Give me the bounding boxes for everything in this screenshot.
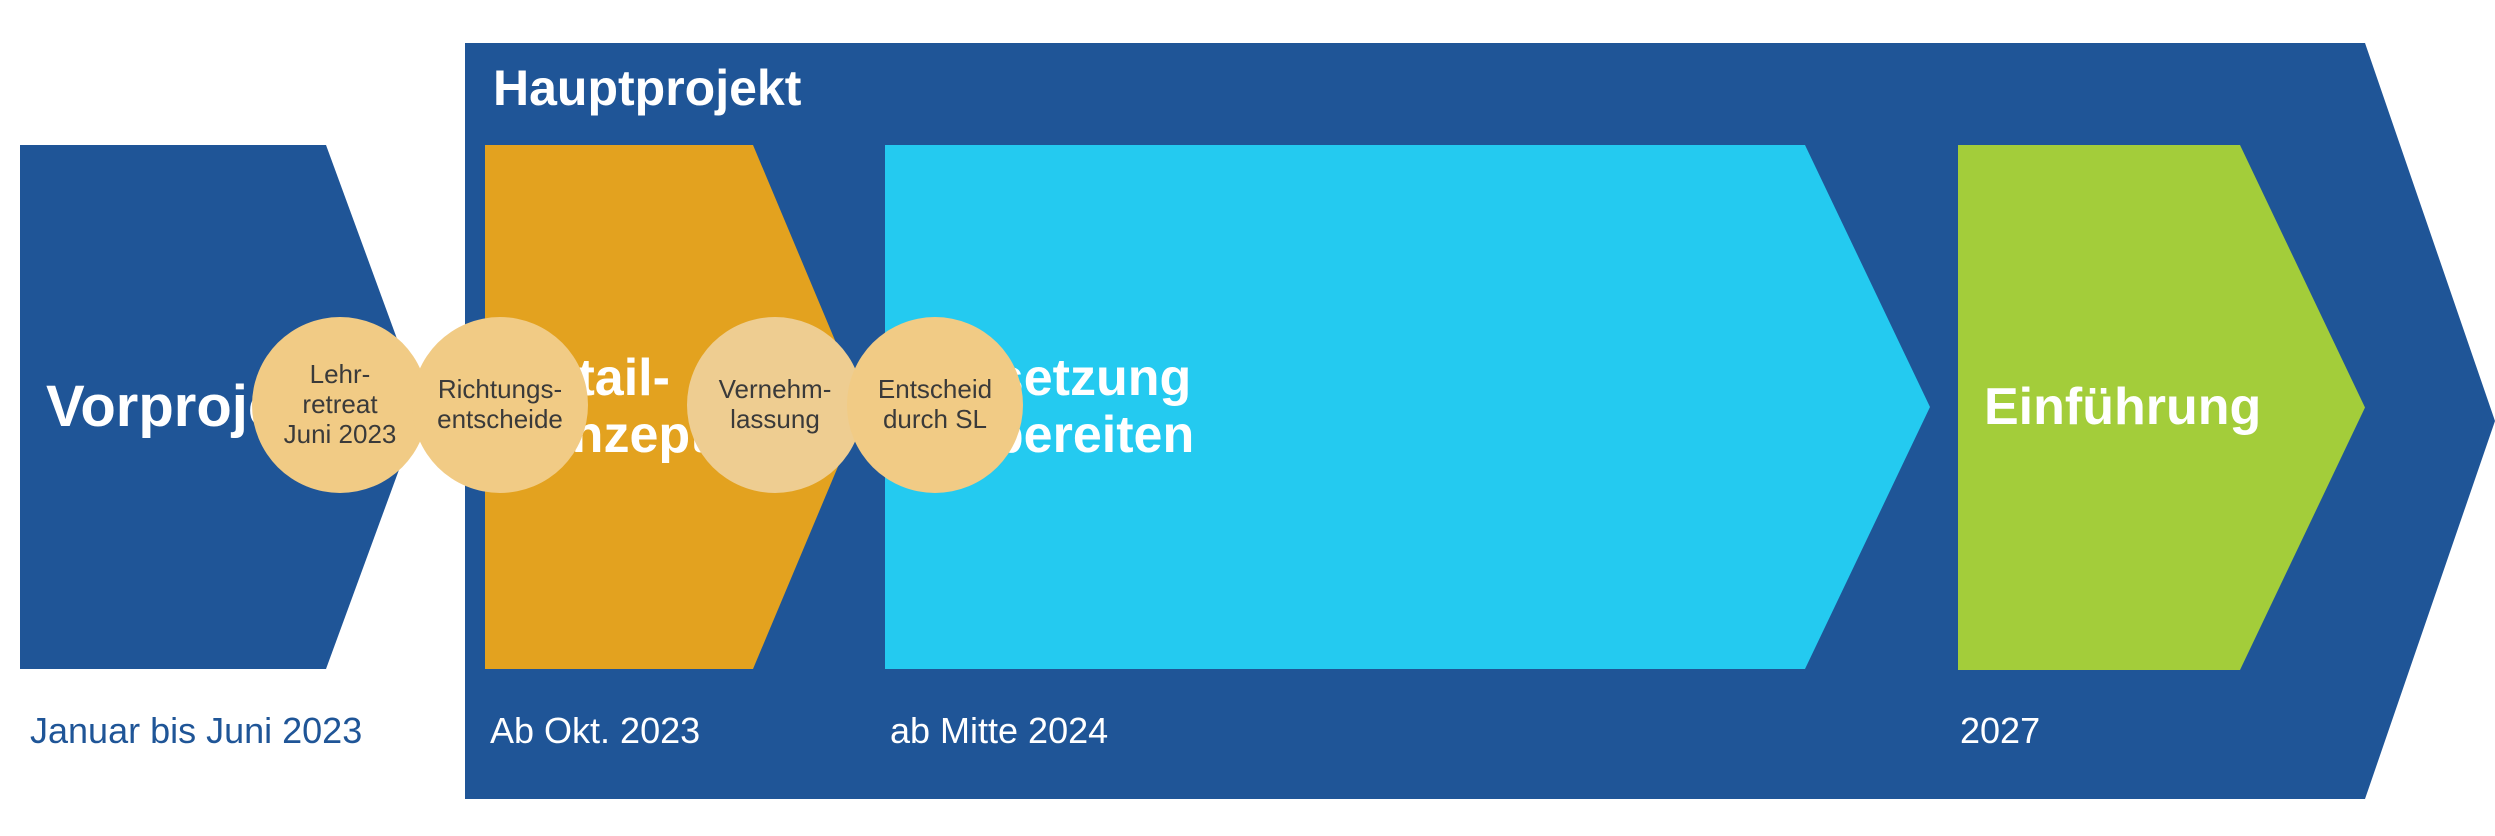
milestone-label-line: Juni 2023 [284, 420, 397, 450]
milestone-label-line: Vernehm- [719, 375, 832, 405]
phase-date-umsetzung: ab Mitte 2024 [890, 710, 1108, 752]
milestone-label-line: Richtungs- [437, 375, 563, 405]
milestone-label-line: durch SL [878, 405, 992, 435]
labels-layer: HauptprojektVorprojektJanuar bis Juni 20… [0, 0, 2495, 836]
phase-title-einfuehrung: Einführung [1984, 379, 2261, 436]
milestone-label: Entscheiddurch SL [878, 375, 992, 435]
container-title: Hauptprojekt [493, 61, 801, 116]
milestone-label: Richtungs-entscheide [437, 375, 563, 435]
milestone-label-line: Entscheid [878, 375, 992, 405]
milestone-richtungsentscheide: Richtungs-entscheide [412, 317, 588, 493]
milestone-label-line: Lehr- [284, 360, 397, 390]
phase-date-vorprojekt: Januar bis Juni 2023 [30, 710, 362, 752]
phase-date-detailkonzept: Ab Okt. 2023 [490, 710, 700, 752]
milestone-label: Lehr-retreatJuni 2023 [284, 360, 397, 450]
milestone-label-line: retreat [284, 390, 397, 420]
timeline-diagram: HauptprojektVorprojektJanuar bis Juni 20… [0, 0, 2495, 836]
milestone-vernehmlassung: Vernehm-lassung [687, 317, 863, 493]
milestone-entscheid-sl: Entscheiddurch SL [847, 317, 1023, 493]
milestone-lehr-retreat: Lehr-retreatJuni 2023 [252, 317, 428, 493]
milestone-label: Vernehm-lassung [719, 375, 832, 435]
milestone-label-line: lassung [719, 405, 832, 435]
phase-date-einfuehrung: 2027 [1960, 710, 2040, 752]
milestone-label-line: entscheide [437, 405, 563, 435]
